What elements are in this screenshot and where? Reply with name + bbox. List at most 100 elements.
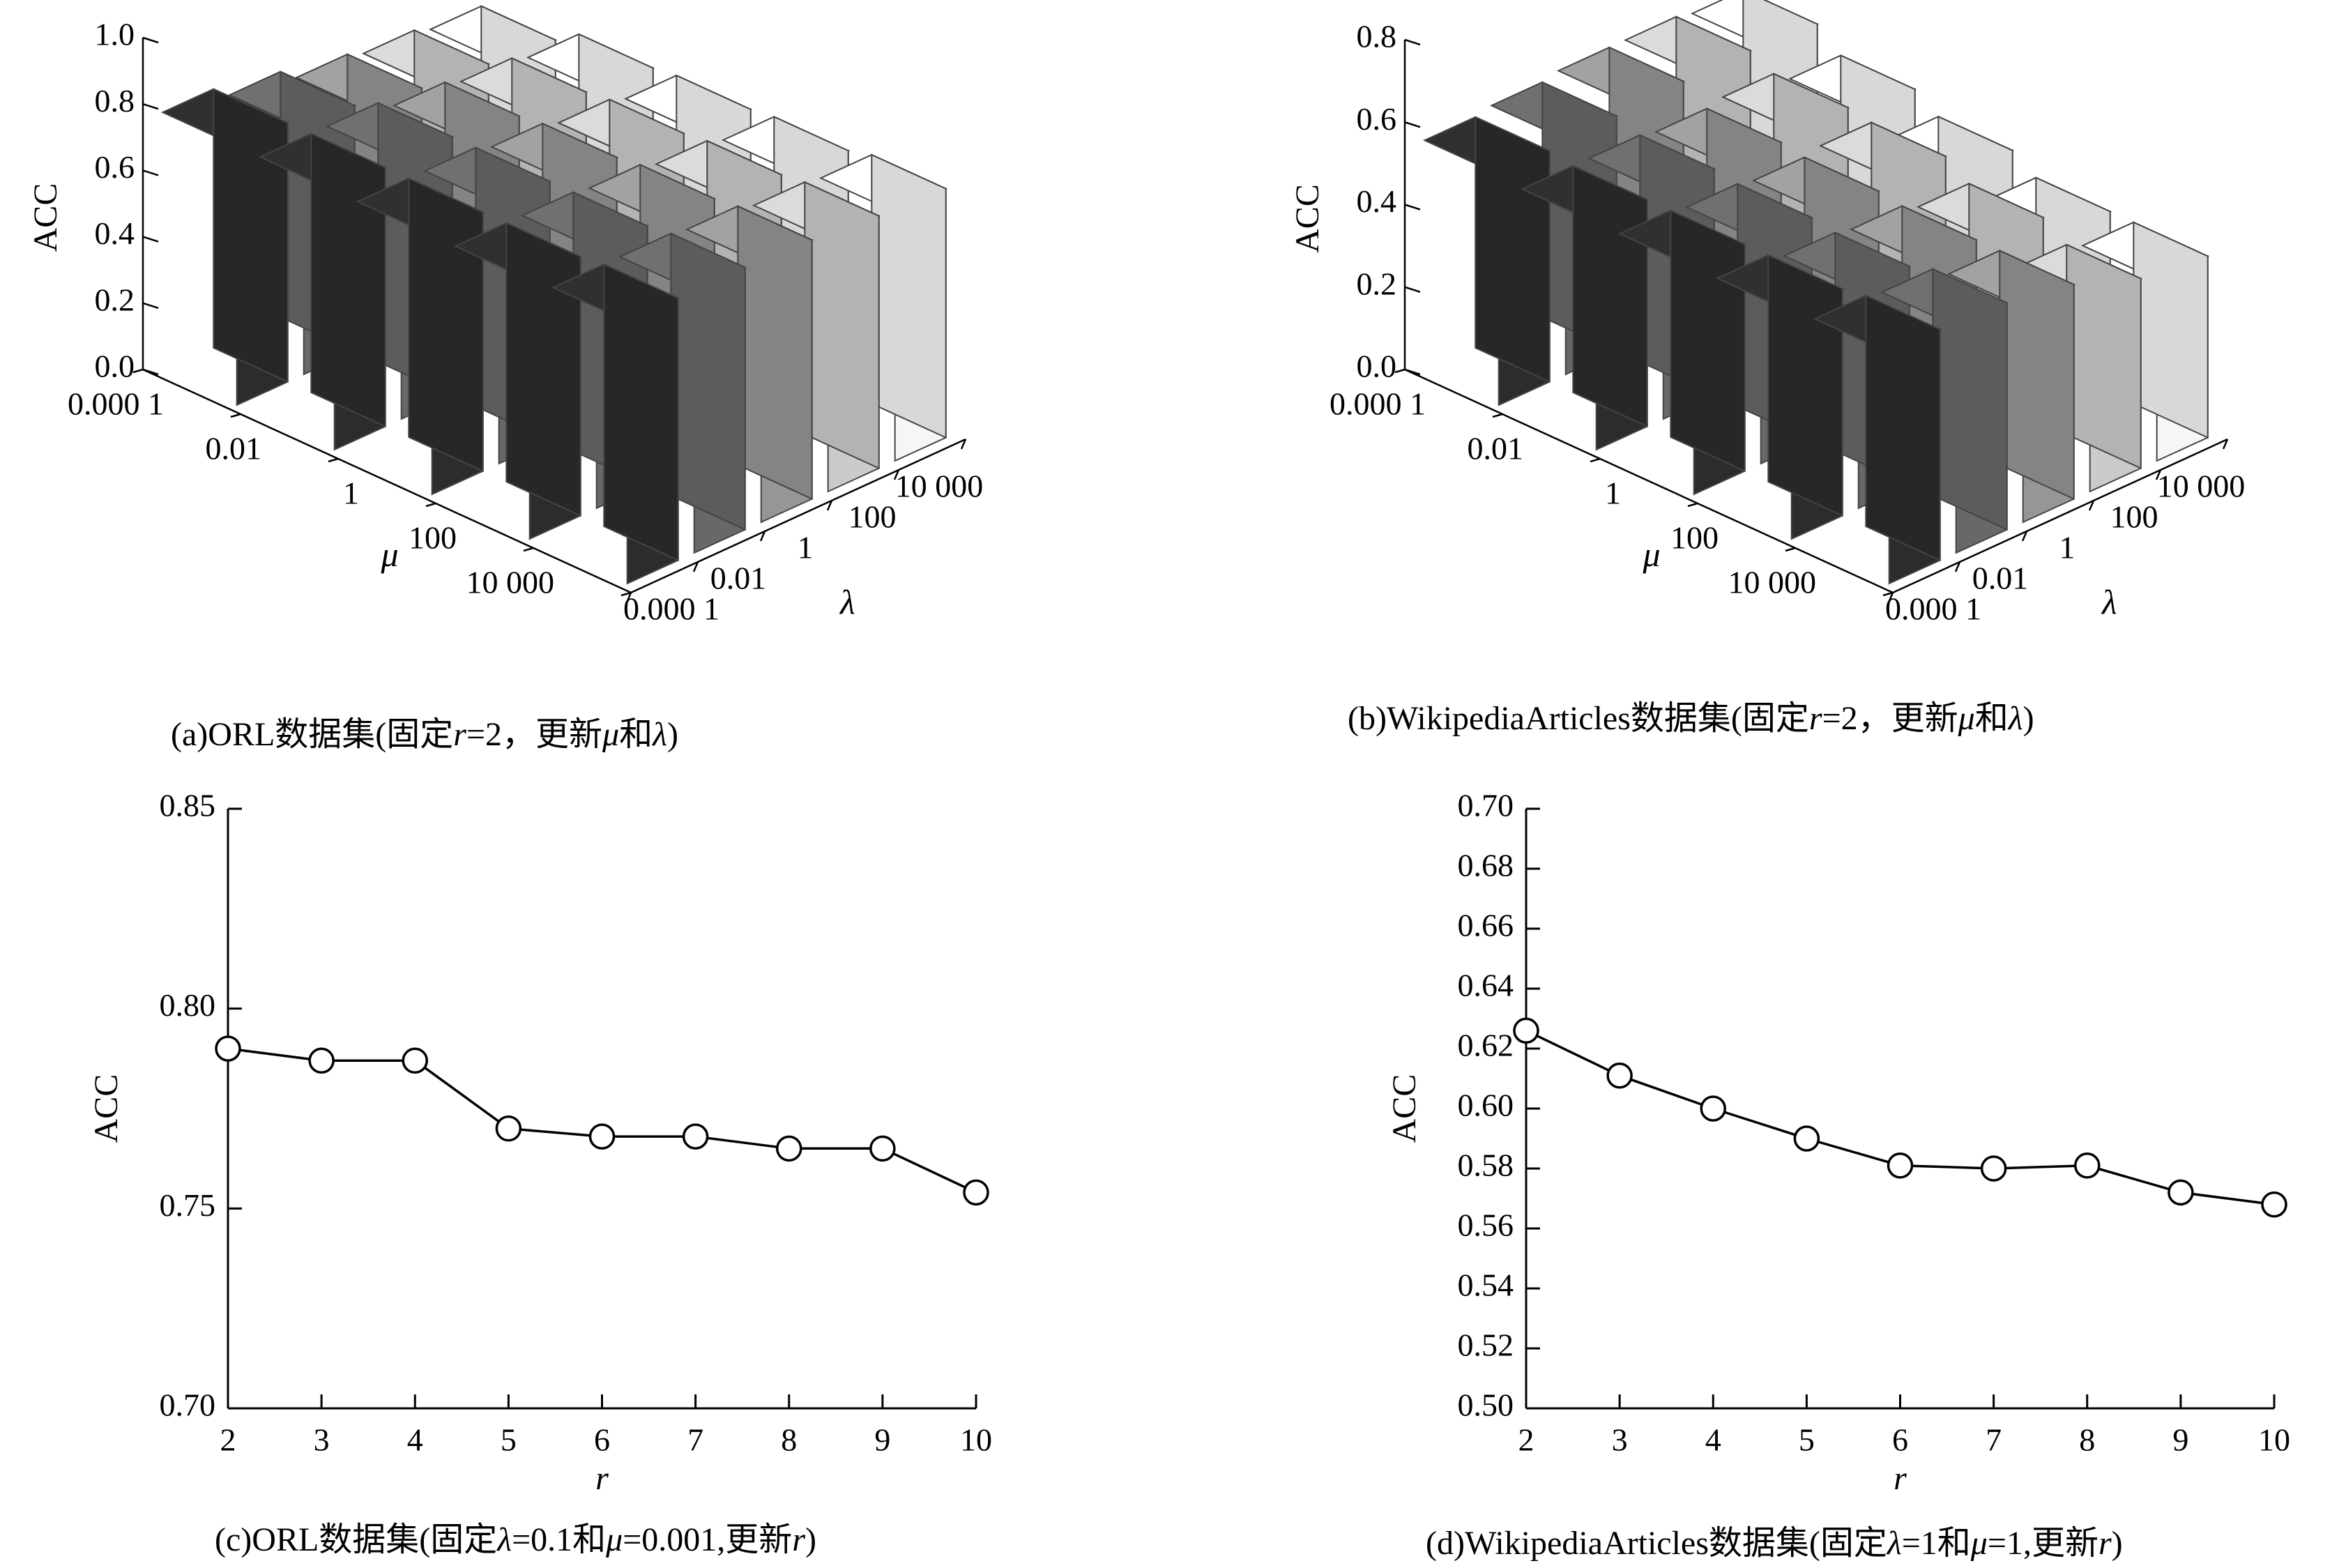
mu-tick-label: 0.01 <box>1468 431 1524 466</box>
mu-tick-label: 100 <box>1670 520 1719 556</box>
lambda-tick <box>1887 592 1894 603</box>
x-tick-label: 2 <box>220 1422 236 1458</box>
bar-side-face <box>2066 243 2142 470</box>
y-tick-label: 0.8 <box>95 83 135 119</box>
y-tick-label: 0.85 <box>160 788 216 823</box>
bar-side-face <box>1865 294 1941 562</box>
mu-axis-line <box>142 368 632 594</box>
mu-tick <box>328 457 339 463</box>
chart-a-caption: (a)ORL数据集(固定r=2，更新μ和λ) <box>171 718 678 752</box>
bar-side-face <box>1932 268 2008 531</box>
mu-tick <box>1785 547 1796 552</box>
caption-var: r <box>1808 700 1822 737</box>
bar <box>2013 243 2143 493</box>
y-tick-label: 0.54 <box>1458 1268 1514 1303</box>
mu-tick-label: 100 <box>409 520 457 556</box>
x-tick-label: 5 <box>501 1422 517 1458</box>
lambda-axis-line <box>1892 438 2228 594</box>
caption-text: (c)ORL数据集(固定 <box>215 1521 498 1558</box>
data-point <box>215 1035 241 1062</box>
y-axis-label: ACC <box>27 183 64 252</box>
lambda-tick <box>1954 561 1961 572</box>
caption-var: μ <box>1958 700 1975 737</box>
x-tick-label: 4 <box>407 1422 423 1458</box>
y-tick-label: 0.2 <box>1357 266 1397 301</box>
chart-c: 0.70 0.75 0.80 0.85 2 3 4 5 6 7 8 9 10 ACC r (c)ORL数据集… <box>0 767 1171 1568</box>
y-tick <box>1404 38 1421 46</box>
y-tick-label: 0.50 <box>1458 1387 1514 1423</box>
caption-var: λ <box>497 1521 512 1558</box>
y-tick-label: 0.66 <box>1458 908 1514 943</box>
data-point <box>308 1047 335 1074</box>
chart-c-caption: (c)ORL数据集(固定λ=0.1和μ=0.001,更新r) <box>215 1523 816 1557</box>
y-axis-label: ACC <box>88 1074 125 1143</box>
y-tick-label: 0.80 <box>160 987 216 1023</box>
caption-text: (d)WikipediaArticles数据集(固定 <box>1426 1525 1887 1562</box>
mu-tick <box>1492 413 1503 418</box>
mu-axis-label: μ <box>380 535 398 574</box>
x-tick-label: 8 <box>2079 1422 2095 1458</box>
y-tick-label: 0.62 <box>1458 1028 1514 1063</box>
chart-d-caption: (d)WikipediaArticles数据集(固定λ=1和μ=1,更新r) <box>1426 1527 2123 1560</box>
x-tick-label: 9 <box>2172 1422 2188 1458</box>
mu-tick-label: 0.000 1 <box>1330 386 1426 422</box>
caption-text: 和 <box>1974 700 2009 737</box>
bar <box>1813 294 1942 585</box>
caption-text: ) <box>2111 1525 2123 1562</box>
mu-tick <box>620 591 632 597</box>
bar <box>160 88 290 406</box>
y-tick <box>142 302 159 309</box>
x-tick-label: 7 <box>1986 1422 2002 1458</box>
data-point <box>682 1123 709 1150</box>
mu-tick-label: 10 000 <box>466 565 555 600</box>
caption-text: ) <box>667 716 678 753</box>
lambda-tick <box>2155 469 2162 480</box>
caption-var: λ <box>2008 700 2023 737</box>
x-tick-label: 10 <box>2258 1422 2290 1458</box>
lambda-tick-label: 1 <box>798 530 814 565</box>
chart-d: 0.50 0.52 0.54 0.56 0.58 0.60 0.62 0.64 0.66 0.68… <box>1178 767 2346 1568</box>
lambda-tick-label: 100 <box>848 499 897 535</box>
bar <box>2080 221 2210 462</box>
mu-axis-line <box>1404 368 1894 594</box>
mu-tick <box>1590 457 1601 463</box>
mu-tick <box>1882 591 1894 597</box>
bar-side-face <box>213 88 289 383</box>
y-axis-label: ACC <box>1289 184 1326 253</box>
x-tick-label: 9 <box>874 1422 890 1458</box>
lambda-tick-label: 10 000 <box>2157 469 2246 504</box>
data-point <box>776 1135 802 1162</box>
y-tick <box>142 103 159 110</box>
lambda-tick <box>759 531 766 542</box>
bar <box>1947 249 2076 524</box>
mu-tick <box>132 368 144 374</box>
mu-tick <box>230 413 241 418</box>
x-tick-label: 4 <box>1705 1422 1721 1458</box>
chart-a: 0.0 0.2 0.4 0.6 0.8 1.0 0.000 1 0.01 1 100 10 000 0… <box>0 0 1171 767</box>
bar-side-face <box>871 153 947 439</box>
data-point <box>1887 1152 1914 1179</box>
x-tick-label: 10 <box>960 1422 992 1458</box>
mu-tick <box>1687 502 1698 508</box>
mu-tick <box>1394 368 1406 374</box>
data-point <box>869 1135 896 1162</box>
y-tick-label: 0.70 <box>160 1387 216 1423</box>
bar <box>618 232 747 554</box>
data-point <box>1793 1125 1820 1152</box>
data-point <box>588 1123 616 1150</box>
caption-text: (a)ORL数据集(固定 <box>171 716 454 753</box>
lambda-tick <box>826 500 833 511</box>
bar-side-face <box>1475 116 1551 383</box>
lambda-tick-label: 0.01 <box>1972 561 2029 596</box>
mu-tick <box>425 502 436 508</box>
bar <box>1880 268 2009 554</box>
lambda-tick <box>692 561 699 572</box>
chart-b-caption: (b)WikipediaArticles数据集(固定r=2，更新μ和λ) <box>1348 702 2034 736</box>
caption-text: ) <box>805 1521 816 1558</box>
bar <box>818 153 948 462</box>
y-tick-label: 1.0 <box>95 17 135 52</box>
bar-side-face <box>408 177 484 473</box>
bar-side-face <box>1670 209 1746 473</box>
bar-side-face <box>670 232 746 531</box>
